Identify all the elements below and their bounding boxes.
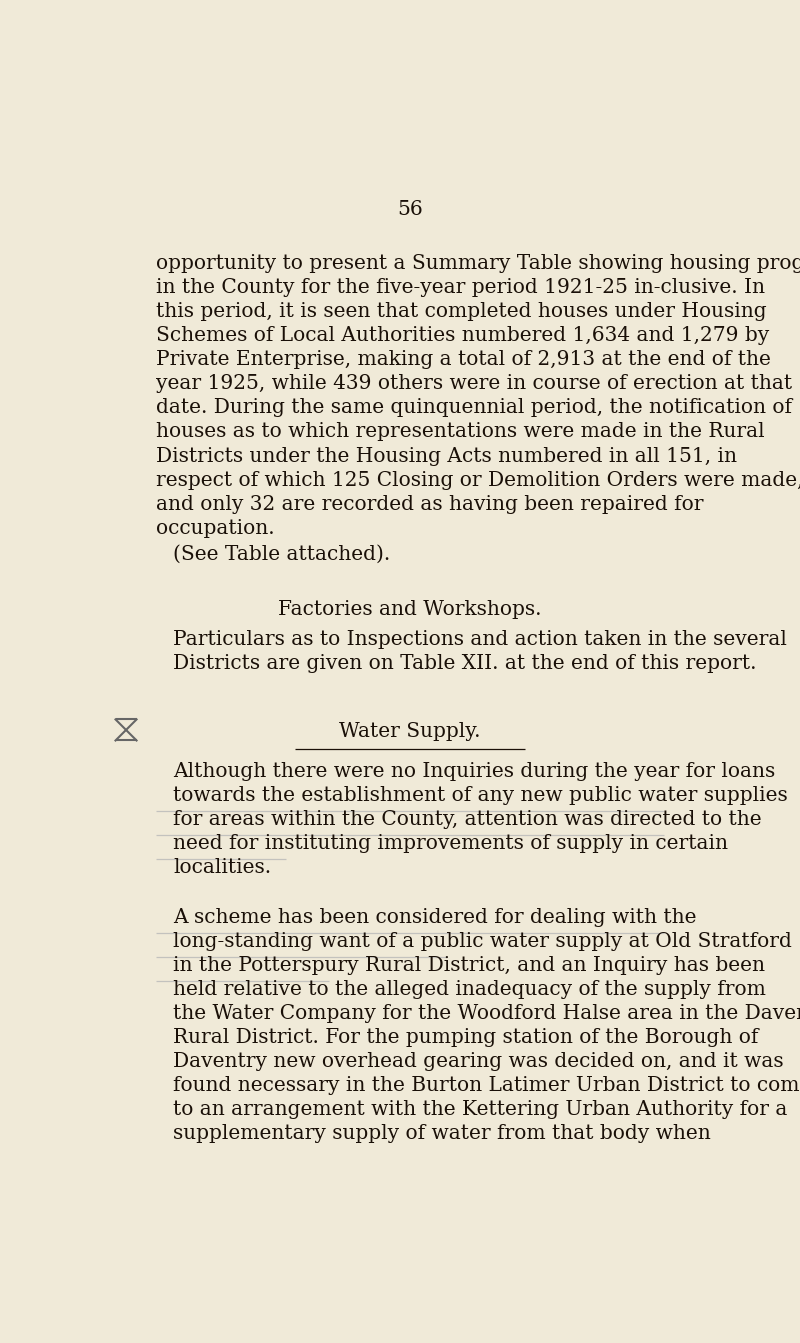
Text: supplementary supply of water from that body when: supplementary supply of water from that … xyxy=(173,1124,711,1143)
Text: towards the establishment of any new public water supplies: towards the establishment of any new pub… xyxy=(173,786,788,806)
Text: A scheme has been considered for dealing with the: A scheme has been considered for dealing… xyxy=(173,908,697,927)
Text: need for instituting improvements of supply in certain: need for instituting improvements of sup… xyxy=(173,834,728,853)
Text: found necessary in the Burton Latimer Urban District to come: found necessary in the Burton Latimer Ur… xyxy=(173,1076,800,1096)
Text: 56: 56 xyxy=(397,200,423,219)
Text: in the County for the five-year period 1921-25 in-clusive. In: in the County for the five-year period 1… xyxy=(156,278,765,297)
Text: Rural District. For the pumping station of the Borough of: Rural District. For the pumping station … xyxy=(173,1029,758,1048)
Text: localities.: localities. xyxy=(173,858,271,877)
Text: Daventry new overhead gearing was decided on, and it was: Daventry new overhead gearing was decide… xyxy=(173,1053,784,1072)
Text: in the Potterspury Rural District, and an Inquiry has been: in the Potterspury Rural District, and a… xyxy=(173,956,765,975)
Text: for areas within the County, attention was directed to the: for areas within the County, attention w… xyxy=(173,810,762,829)
Text: houses as to which representations were made in the Rural: houses as to which representations were … xyxy=(156,423,765,442)
Text: Schemes of Local Authorities numbered 1,634 and 1,279 by: Schemes of Local Authorities numbered 1,… xyxy=(156,326,769,345)
Text: Although there were no Inquiries during the year for loans: Although there were no Inquiries during … xyxy=(173,761,775,782)
Text: occupation.: occupation. xyxy=(156,518,274,537)
Text: (See Table attached).: (See Table attached). xyxy=(173,545,390,564)
Text: Districts are given on Table XII. at the end of this report.: Districts are given on Table XII. at the… xyxy=(173,654,757,673)
Text: Factories and Workshops.: Factories and Workshops. xyxy=(278,600,542,619)
Text: year 1925, while 439 others were in course of erection at that: year 1925, while 439 others were in cour… xyxy=(156,375,792,393)
Text: Water Supply.: Water Supply. xyxy=(339,721,481,740)
Text: Particulars as to Inspections and action taken in the several: Particulars as to Inspections and action… xyxy=(173,630,787,649)
Text: to an arrangement with the Kettering Urban Authority for a: to an arrangement with the Kettering Urb… xyxy=(173,1100,787,1120)
Text: and only 32 are recorded as having been repaired for: and only 32 are recorded as having been … xyxy=(156,494,703,513)
Text: the Water Company for the Woodford Halse area in the Daventry: the Water Company for the Woodford Halse… xyxy=(173,1005,800,1023)
Text: respect of which 125 Closing or Demolition Orders were made,: respect of which 125 Closing or Demoliti… xyxy=(156,470,800,490)
Text: date. During the same quinquennial period, the notification of: date. During the same quinquennial perio… xyxy=(156,399,792,418)
Text: held relative to the alleged inadequacy of the supply from: held relative to the alleged inadequacy … xyxy=(173,980,766,999)
Text: opportunity to present a Summary Table showing housing progress: opportunity to present a Summary Table s… xyxy=(156,254,800,273)
Text: Districts under the Housing Acts numbered in all 151, in: Districts under the Housing Acts numbere… xyxy=(156,446,737,466)
Text: this period, it is seen that completed houses under Housing: this period, it is seen that completed h… xyxy=(156,302,766,321)
Text: long-standing want of a public water supply at Old Stratford: long-standing want of a public water sup… xyxy=(173,932,792,951)
Text: Private Enterprise, making a total of 2,913 at the end of the: Private Enterprise, making a total of 2,… xyxy=(156,351,770,369)
